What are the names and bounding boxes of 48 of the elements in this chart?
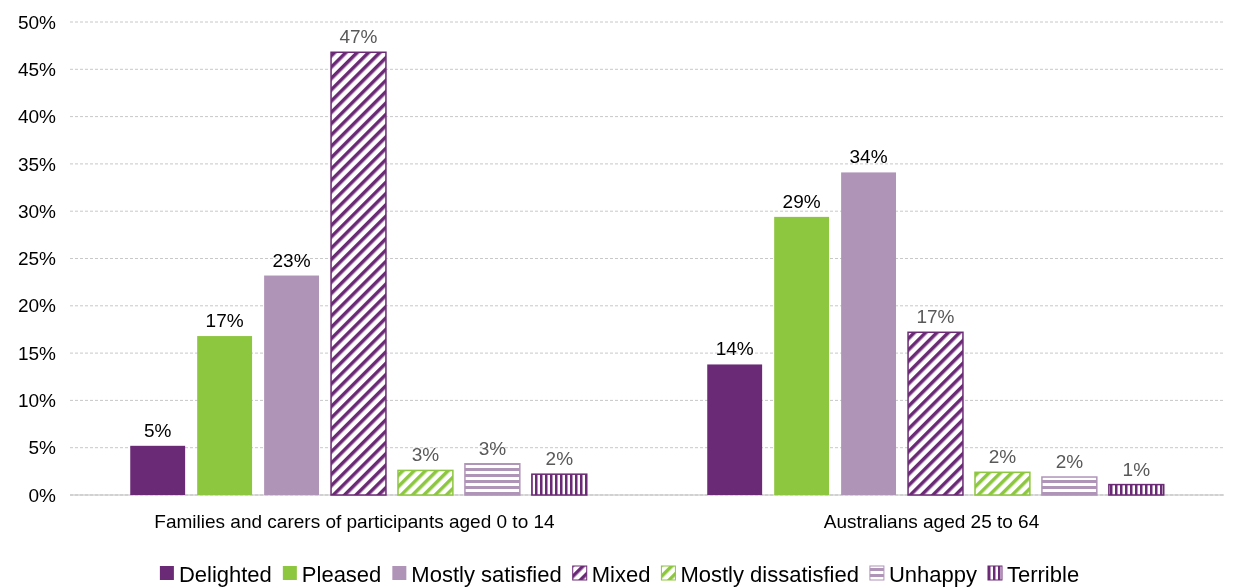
legend-label: Mostly dissatisfied — [680, 561, 859, 587]
y-tick-label: 30% — [17, 200, 57, 222]
legend-label: Mostly satisfied — [411, 561, 562, 587]
data-label: 3% — [411, 444, 440, 466]
legend-label: Pleased — [301, 561, 382, 587]
data-label: 29% — [782, 190, 821, 212]
data-label: 3% — [478, 437, 507, 459]
bar — [197, 336, 253, 495]
y-tick-label: 35% — [17, 153, 57, 175]
data-label: 14% — [715, 338, 754, 360]
data-label: 17% — [205, 310, 244, 332]
bar — [774, 216, 830, 495]
y-tick-label: 45% — [17, 58, 57, 80]
data-label: 2% — [988, 446, 1017, 468]
y-tick-label: 15% — [17, 342, 57, 364]
bar — [397, 469, 454, 496]
legend-label: Unhappy — [888, 561, 977, 587]
y-tick-label: 0% — [28, 484, 57, 506]
bar — [130, 445, 186, 495]
bar — [974, 471, 1031, 496]
data-label: 2% — [1055, 451, 1084, 473]
data-label: 47% — [339, 26, 378, 48]
y-tick-label: 50% — [17, 11, 57, 33]
bar — [531, 473, 588, 496]
data-label: 5% — [143, 419, 172, 441]
legend-label: Delighted — [178, 561, 272, 587]
x-tick-label: Australians aged 25 to 64 — [823, 511, 1040, 532]
data-label: 23% — [272, 249, 311, 271]
x-tick-label: Families and carers of participants aged 0 to 14 — [154, 511, 556, 532]
data-label: 2% — [545, 448, 574, 470]
legend-label: Mixed — [591, 561, 651, 587]
bar — [1108, 483, 1165, 496]
y-tick-label: 10% — [17, 390, 57, 412]
data-label: 17% — [916, 306, 955, 328]
bar — [464, 463, 521, 496]
bar — [264, 275, 320, 495]
bar — [907, 331, 964, 496]
legend-label: Terrible — [1006, 561, 1080, 587]
bar — [707, 364, 763, 495]
y-tick-label: 5% — [28, 437, 57, 459]
y-tick-label: 20% — [17, 295, 57, 317]
bar — [841, 172, 897, 495]
bar — [330, 51, 387, 496]
y-tick-label: 40% — [17, 106, 57, 128]
y-tick-label: 25% — [17, 248, 57, 270]
data-label: 34% — [849, 146, 888, 168]
data-label: 1% — [1122, 458, 1151, 480]
bar — [1041, 476, 1098, 496]
